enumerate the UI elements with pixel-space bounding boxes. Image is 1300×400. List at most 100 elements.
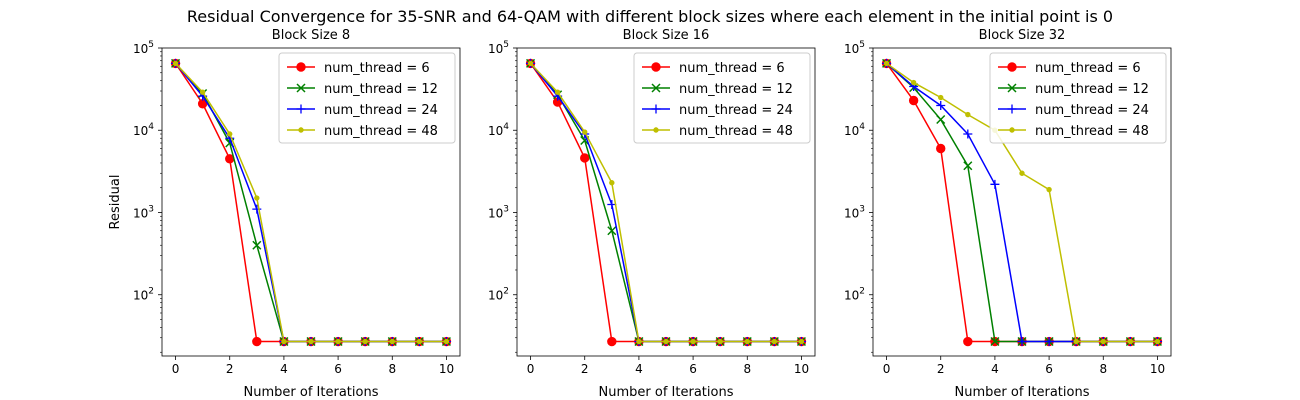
x-axis-label: Number of Iterations <box>955 385 1090 400</box>
legend-marker <box>1008 63 1016 71</box>
data-point <box>1101 339 1105 343</box>
data-point <box>637 339 641 343</box>
data-point <box>745 339 749 343</box>
legend-label: num_thread = 48 <box>324 124 438 139</box>
data-point <box>772 339 776 343</box>
data-point <box>173 61 177 65</box>
y-tick-label: 105 <box>844 40 865 56</box>
x-tick-label: 0 <box>172 362 180 376</box>
subplot-3: Block Size 32 0 2 4 6 8 10 Number of Iterations… <box>844 28 1171 400</box>
data-point <box>1047 187 1051 191</box>
x-tick-label: 6 <box>689 362 697 376</box>
y-tick-label: 105 <box>133 40 154 56</box>
x-tick-label: 8 <box>743 362 751 376</box>
data-point <box>911 80 915 84</box>
data-point <box>937 116 945 124</box>
subplot-1: Block Size 8 0 2 4 6 8 10 Number of Iterations 1… <box>108 28 460 400</box>
data-point <box>309 339 313 343</box>
subplot-title: Block Size 8 <box>272 28 350 43</box>
data-point <box>691 339 695 343</box>
legend: num_thread = 6 num_thread = 12 num_thread … <box>279 53 455 143</box>
y-tick-label: 104 <box>844 122 865 138</box>
x-tick-label: 2 <box>581 362 589 376</box>
subplot-title: Block Size 32 <box>979 28 1066 43</box>
y-tick-label: 102 <box>488 287 509 303</box>
data-point <box>909 96 917 104</box>
data-point <box>336 339 340 343</box>
data-point <box>990 180 999 189</box>
data-point <box>555 90 559 94</box>
data-point <box>608 337 616 345</box>
y-tick-label: 102 <box>133 287 154 303</box>
x-tick-label: 10 <box>794 362 809 376</box>
x-tick-label: 4 <box>635 362 643 376</box>
y-tick-label: 102 <box>844 287 865 303</box>
legend-marker <box>652 63 660 71</box>
data-point <box>937 144 945 152</box>
data-point <box>966 112 970 116</box>
data-point <box>610 181 614 185</box>
x-tick-label: 0 <box>883 362 891 376</box>
legend-label: num_thread = 12 <box>324 82 438 97</box>
data-point <box>884 61 888 65</box>
figure-title: Residual Convergence for 35-SNR and 64-Q… <box>187 7 1113 26</box>
x-axis-label: Number of Iterations <box>599 385 734 400</box>
x-tick-label: 10 <box>1150 362 1165 376</box>
data-point <box>939 95 943 99</box>
y-axis-label: Residual <box>108 175 123 230</box>
y-tick-label: 103 <box>488 204 509 220</box>
data-point <box>799 339 803 343</box>
y-tick-label: 105 <box>488 40 509 56</box>
data-point <box>1128 339 1132 343</box>
legend-label: num_thread = 12 <box>679 82 793 97</box>
x-tick-label: 6 <box>1045 362 1053 376</box>
x-tick-label: 2 <box>226 362 234 376</box>
x-tick-label: 0 <box>527 362 535 376</box>
data-point <box>417 339 421 343</box>
data-point <box>1074 339 1078 343</box>
legend-label: num_thread = 24 <box>1035 103 1149 118</box>
data-point <box>228 132 232 136</box>
data-point <box>282 339 286 343</box>
x-tick-label: 8 <box>1099 362 1107 376</box>
legend-marker <box>297 63 305 71</box>
legend-label: num_thread = 48 <box>679 124 793 139</box>
legend-marker <box>654 128 658 132</box>
x-tick-label: 2 <box>937 362 945 376</box>
legend-marker <box>299 128 303 132</box>
legend-label: num_thread = 24 <box>679 103 793 118</box>
data-point <box>200 90 204 94</box>
subplot-title: Block Size 16 <box>623 28 710 43</box>
x-tick-label: 4 <box>280 362 288 376</box>
legend-label: num_thread = 12 <box>1035 82 1149 97</box>
data-point <box>718 339 722 343</box>
x-tick-label: 8 <box>388 362 396 376</box>
data-point <box>255 196 259 200</box>
y-tick-label: 104 <box>488 122 509 138</box>
data-point <box>581 154 589 162</box>
legend-label: num_thread = 6 <box>679 61 785 76</box>
data-point <box>363 339 367 343</box>
legend-label: num_thread = 24 <box>324 103 438 118</box>
y-tick-label: 104 <box>133 122 154 138</box>
x-tick-label: 10 <box>439 362 454 376</box>
data-point <box>964 337 972 345</box>
subplot-2: Block Size 16 0 2 4 6 8 10 Number of Iterations… <box>488 28 815 400</box>
y-tick-label: 103 <box>133 204 154 220</box>
legend-marker <box>1010 128 1014 132</box>
legend-label: num_thread = 6 <box>324 61 430 76</box>
data-point <box>444 339 448 343</box>
data-point <box>1155 339 1159 343</box>
legend: num_thread = 6 num_thread = 12 num_thread … <box>990 53 1166 143</box>
x-tick-label: 6 <box>334 362 342 376</box>
y-tick-label: 103 <box>844 204 865 220</box>
data-point <box>1020 171 1024 175</box>
data-point <box>253 337 261 345</box>
data-point <box>390 339 394 343</box>
x-axis-label: Number of Iterations <box>244 385 379 400</box>
legend-label: num_thread = 48 <box>1035 124 1149 139</box>
x-tick-label: 4 <box>991 362 999 376</box>
data-point <box>528 61 532 65</box>
subplots: Block Size 8 0 2 4 6 8 10 Number of Iterations 1… <box>108 28 1171 400</box>
